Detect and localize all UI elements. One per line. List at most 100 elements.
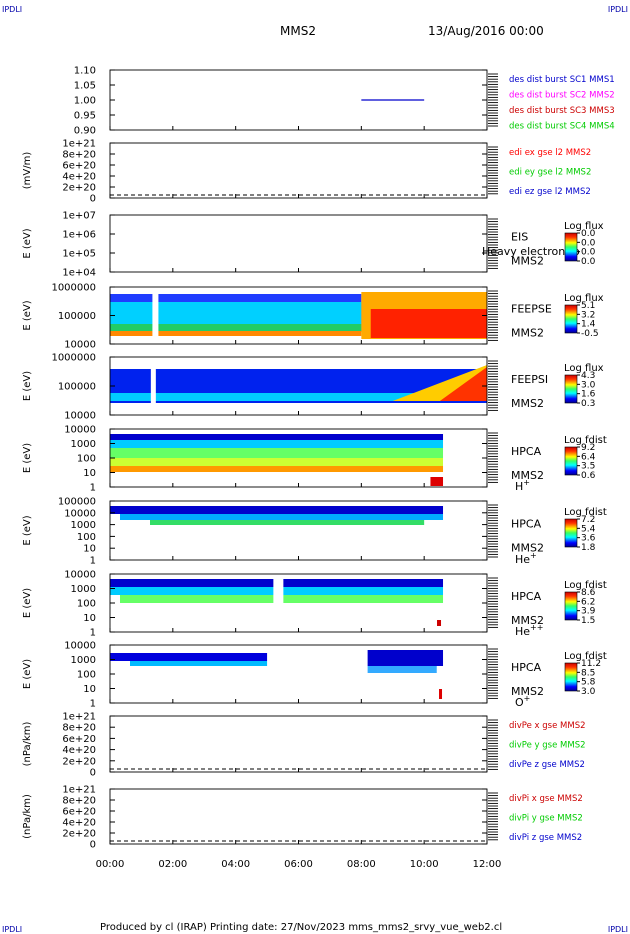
colorbar-title: Log fdist — [564, 580, 607, 591]
colorbar-tick-label: 0.3 — [581, 399, 595, 409]
y-axis-label: E (eV) — [22, 515, 33, 545]
spectro-band — [110, 331, 362, 336]
x-tick-label: 04:00 — [221, 859, 250, 870]
spectro-band — [439, 689, 443, 699]
time-axis: 00:00 02:00 04:00 06:00 08:00 10:00 12:00 — [96, 859, 502, 870]
y-tick-label: 1.10 — [74, 66, 96, 77]
panel-frame — [109, 715, 488, 773]
colorbar-tick-label: -0.5 — [581, 329, 599, 339]
colorbar-tick-label: 3.0 — [581, 380, 596, 390]
y-tick-label: 2e+20 — [62, 756, 96, 767]
colorbar-tick-label: 8.5 — [581, 668, 595, 678]
spectro-band — [110, 440, 444, 448]
species-label: He+ — [515, 551, 537, 566]
colorbar-title: Log fdist — [564, 435, 607, 446]
y-axis-label: E (eV) — [22, 659, 33, 689]
y-tick-label: 1000 — [71, 584, 96, 595]
corner-mark: IPDLI — [2, 5, 22, 14]
x-tick-label: 02:00 — [158, 859, 187, 870]
y-axis-label: E (eV) — [22, 371, 33, 401]
colorbar-tick-label: 5.8 — [581, 678, 596, 688]
y-tick-label: 1000000 — [51, 283, 96, 294]
species-label: He++ — [515, 623, 543, 638]
instrument-label: FEEPSE — [511, 303, 552, 316]
x-tick-label: 12:00 — [473, 859, 502, 870]
y-tick-label: 1e+05 — [62, 249, 96, 260]
y-tick-label: 2e+20 — [62, 183, 96, 194]
y-tick-label: 100000 — [58, 382, 96, 393]
colorbar-tick-label: 3.0 — [581, 687, 596, 697]
spectro-band — [439, 367, 487, 401]
legend-entry: divPe z gse MMS2 — [509, 760, 585, 770]
spectro-band — [130, 661, 268, 666]
colorbar-tick-label: 0.0 — [581, 257, 596, 267]
colorbar-tick-label: 0.6 — [581, 471, 596, 481]
y-tick-label: 1 — [90, 628, 96, 639]
spacecraft-label: MMS2 — [511, 542, 544, 555]
y-tick-label: 8e+20 — [62, 796, 96, 807]
corner-mark: IPDLI — [608, 5, 628, 14]
panel-frame — [109, 214, 488, 273]
y-tick-label: 0 — [90, 768, 96, 779]
y-tick-label: 0 — [90, 840, 96, 851]
x-tick-label: 06:00 — [284, 859, 313, 870]
y-tick-label: 100 — [77, 599, 96, 610]
colorbar-tick-label: 3.6 — [581, 534, 596, 544]
y-tick-label: 1e+21 — [62, 139, 96, 150]
legend-entry: divPi x gse MMS2 — [509, 794, 583, 804]
colorbar-title: Log flux — [564, 293, 604, 304]
panel-frame — [109, 69, 488, 131]
spectro-band — [370, 309, 487, 338]
y-tick-label: 10000 — [64, 508, 96, 519]
y-tick-label: 1.00 — [74, 96, 96, 107]
panel-p4: 1000000 100000 10000 E (eV) FEEPSE MMS2 — [22, 283, 552, 351]
y-tick-label: 8e+20 — [62, 723, 96, 734]
legend-entry: edi ex gse l2 MMS2 — [509, 148, 591, 158]
y-tick-label: 1000 — [71, 655, 96, 666]
colorbar-tick-label: 5.4 — [581, 524, 596, 534]
y-axis-label: (nPa/km) — [22, 794, 33, 839]
legend-entry: edi ez gse l2 MMS2 — [509, 187, 591, 197]
colorbar-title: Log flux — [564, 221, 604, 232]
species-label: O+ — [515, 694, 530, 709]
y-tick-label: 100 — [77, 532, 96, 543]
y-tick-label: 10000 — [64, 570, 96, 581]
spectro-band — [430, 477, 444, 486]
panel-frame — [109, 142, 488, 199]
spacecraft-label: MMS2 — [511, 397, 544, 410]
colorbar-tick-label: 7.2 — [581, 515, 595, 525]
colorbar-tick-label: 3.9 — [581, 607, 596, 617]
instrument-label: HPCA — [511, 518, 542, 531]
y-tick-label: 8e+20 — [62, 150, 96, 161]
x-tick-label: 00:00 — [96, 859, 125, 870]
spectro-band — [110, 653, 268, 661]
y-tick-label: 10 — [83, 468, 96, 479]
colorbar — [564, 304, 578, 334]
y-tick-label: 1e+06 — [62, 230, 96, 241]
spacecraft-label: MMS2 — [511, 327, 544, 340]
colorbar — [564, 232, 578, 262]
y-tick-label: 10000 — [64, 411, 96, 422]
instrument-label: HPCA — [511, 590, 542, 603]
spectro-band — [110, 448, 444, 458]
colorbar-title: Log fdist — [564, 651, 607, 662]
y-tick-label: 1000 — [71, 520, 96, 531]
spacecraft-label: MMS2 — [511, 614, 544, 627]
colorbar-tick-label: 1.8 — [581, 543, 596, 553]
spacecraft-label: MMS2 — [511, 255, 544, 268]
footer-text: Produced by cl (IRAP) Printing date: 27/… — [100, 922, 502, 933]
colorbar-tick-label: 9.2 — [581, 443, 595, 453]
legend-entry: divPe x gse MMS2 — [509, 721, 586, 731]
colorbar-tick-label: 8.6 — [581, 588, 596, 598]
legend-entry: des dist burst SC2 MMS2 — [509, 91, 615, 101]
spectro-band — [120, 514, 444, 520]
spacecraft-title: MMS2 — [280, 24, 316, 38]
panel-p1: 1.10 1.05 1.00 0.95 0.90 des dist burst SC1 M… — [74, 66, 615, 137]
y-tick-label: 100 — [77, 454, 96, 465]
y-tick-label: 10000 — [64, 641, 96, 652]
